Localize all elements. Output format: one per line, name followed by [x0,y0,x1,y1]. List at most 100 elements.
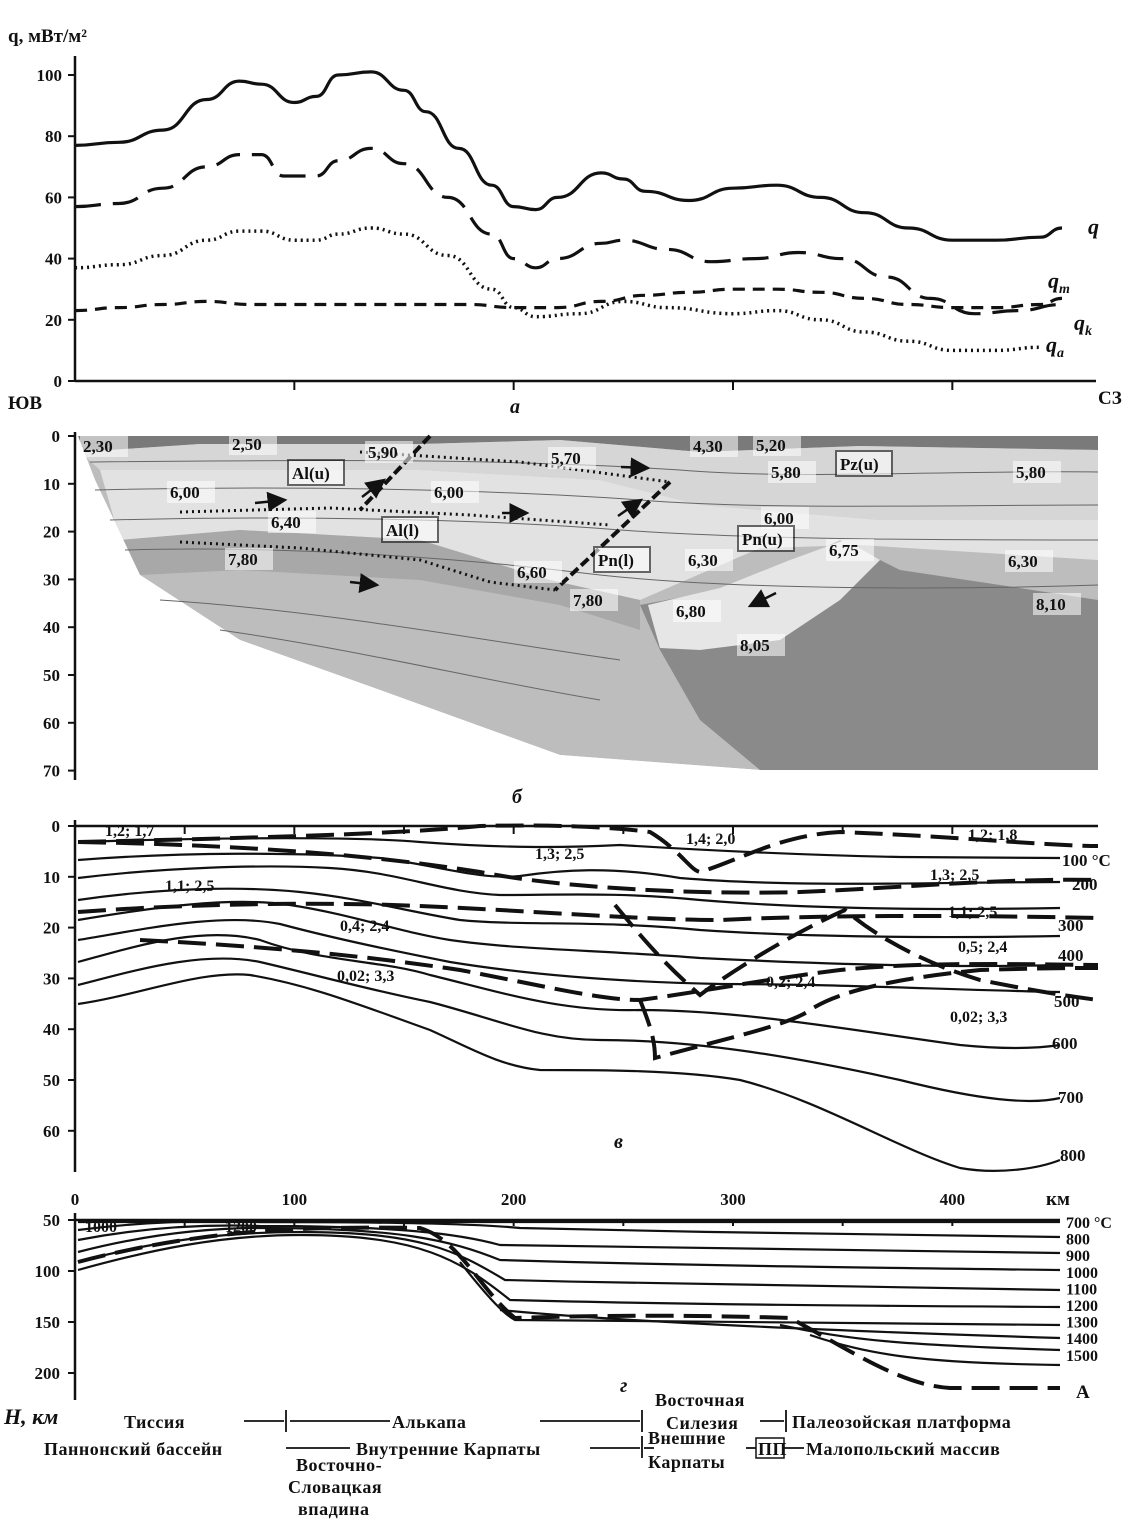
velocity-label: 2,30 [83,437,113,456]
y-tick-label: 40 [43,618,60,637]
velocity-label: 7,80 [228,550,258,569]
isotherm-label: 600 [1052,1034,1078,1053]
velocity-label: 6,00 [170,483,200,502]
unit-labels: Al(u) Al(l) Pn(l) Pn(u) Pz(u) [287,450,893,573]
layer-parameter-label: 0,2; 2,4 [766,974,815,991]
series-label-qk: qk [1074,310,1092,339]
region-tissia: Тиссия [124,1412,185,1432]
velocity-label-bg [229,433,277,455]
region-outer-carpathians-top: Внешние [648,1428,726,1448]
velocity-label: 5,80 [1016,463,1046,482]
y-tick-label: 10 [43,868,60,887]
small-label-1200: 1200 [225,1219,257,1236]
velocity-label-bg [570,589,618,611]
isotherm-label: 300 [1058,916,1084,935]
unit-box [593,546,651,573]
velocity-label: 8,05 [740,636,770,655]
region-inner-carpathians: Внутренние Карпаты [356,1439,541,1459]
isotherm-label: 200 [1072,875,1098,894]
panel-g-letter: г [620,1375,627,1397]
velocity-label-bg [761,507,809,529]
panel-v-y-ticks: 0 10 20 30 40 50 60 [43,817,75,1141]
x-tick-label: 300 [720,1190,746,1209]
panel-a-series [74,70,1063,353]
velocity-label-bg [548,447,596,469]
velocity-label-bg [514,561,562,583]
tectonic-regions: Тиссия Алькапа Восточная Силезия Палеозо… [44,1390,1011,1519]
velocity-label: 6,30 [688,551,718,570]
unit-box [381,516,439,543]
y-tick-label: 30 [43,570,60,589]
velocity-label-bg [753,434,801,456]
layer-parameter-label: 1,3; 2,5 [930,867,979,884]
region-brackets [244,1410,804,1458]
y-tick-label: 80 [45,127,62,146]
x-unit-label: км [1046,1189,1070,1210]
velocity-label: 5,20 [756,436,786,455]
deep-isotherm-label: 1100 [1066,1281,1097,1298]
region-outer-carpathians-bottom: Карпаты [648,1452,725,1472]
deep-isotherm-label: 1500 [1066,1348,1098,1365]
unit-label: Pn(l) [598,551,634,570]
isotherm-label: 800 [1060,1146,1086,1165]
y-tick-label: 70 [43,762,60,781]
region-east-slovak-1: Восточно- [296,1455,382,1475]
velocity-label-bg [365,441,413,463]
panel-a-y-ticks: 0 20 40 60 80 100 [37,66,75,391]
y-tick-label: 50 [43,1211,60,1230]
velocity-label-bg [826,539,874,561]
y-tick-label: 60 [43,1122,60,1141]
layer-parameter-label: 1,1; 2,5 [948,904,997,921]
y-tick-label: 0 [52,817,61,836]
small-label-1000: 1000 [85,1219,117,1236]
panel-g-y-ticks: 50 100 150 200 [35,1211,75,1383]
section-outline-mask [78,436,760,770]
panel-g-ylabel: H, км [3,1404,58,1429]
velocity-label-bg [690,435,738,457]
layer-middle [100,470,1098,600]
unit-box [287,459,345,486]
region-pannonian-basin: Паннонский бассейн [44,1439,223,1459]
panel-a-ylabel: q, мВт/м² [8,26,87,47]
velocity-label-bg [167,481,215,503]
velocity-label-bg [431,481,479,503]
velocity-labels: 2,30 2,50 5,90 5,70 4,30 5,20 5,80 5,80 6,00 6,00… [80,433,1081,656]
isotherm-label: 700 [1058,1088,1084,1107]
unit-label: Al(l) [386,521,419,540]
velocity-label-bg [737,634,785,656]
y-tick-label: 0 [54,372,63,391]
deep-isotherm-label: 800 [1066,1232,1090,1249]
region-alkapa: Алькапа [392,1412,466,1432]
layer-surface [78,436,1098,452]
layer-parameter-label: 0,02; 3,3 [950,1009,1007,1026]
y-tick-label: 40 [45,250,62,269]
y-tick-label: 200 [35,1364,61,1383]
deep-isotherm-label: 1400 [1066,1331,1098,1348]
series-label-qm: qm [1048,268,1070,297]
deep-isotherm-label: 1200 [1066,1298,1098,1315]
deep-isotherm-lines [77,1220,1061,1367]
velocity-label: 6,80 [676,602,706,621]
panel-b-y-ticks: 0 10 20 30 40 50 60 70 [43,427,75,781]
velocity-label-bg [685,549,733,571]
y-tick-label: 50 [43,666,60,685]
panel-v-top-ticks [74,826,954,834]
region-east-slovak-3: впадина [298,1499,369,1519]
panel-a: q, мВт/м² 0 20 40 60 80 100 q qm qk qa а ЮВ С… [8,26,1122,418]
velocity-label: 6,60 [517,563,547,582]
layer-parameter-label: 1,3; 2,5 [535,846,584,863]
y-tick-label: 0 [52,427,61,446]
panel-a-letter: а [510,396,520,418]
velocity-label-bg [1005,550,1053,572]
unit-label: Pz(u) [840,455,879,474]
x-tick-label: 400 [940,1190,966,1209]
isotherm-lines [77,837,1061,1172]
layer-parameter-label: 1,4; 2,0 [686,831,735,848]
velocity-label-bg [268,511,316,533]
velocity-label: 8,10 [1036,595,1066,614]
velocity-label-bg [1033,593,1081,615]
velocity-label: 5,70 [551,449,581,468]
y-tick-label: 20 [45,311,62,330]
pp-box [755,1437,785,1459]
